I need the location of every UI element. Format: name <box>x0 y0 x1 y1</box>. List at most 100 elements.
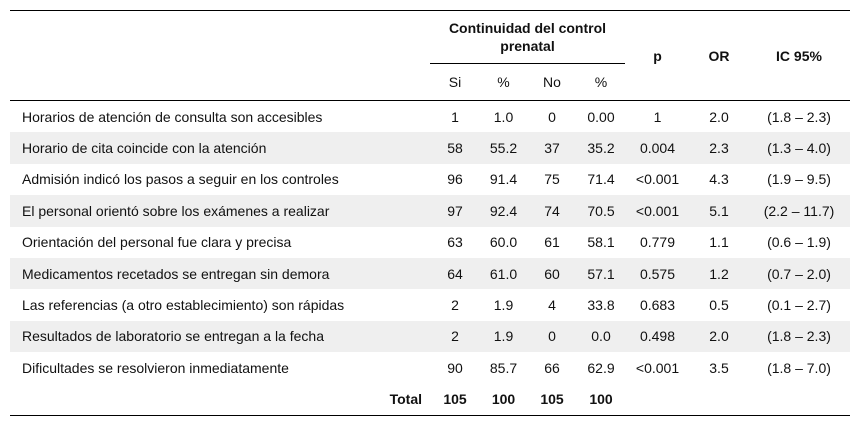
cell: 2.3 <box>709 140 729 157</box>
cell: 66 <box>544 359 560 376</box>
column-header: % <box>497 74 510 90</box>
table-row: Orientación del personal fue clara y pre… <box>10 227 850 258</box>
cell: 1.9 <box>493 297 514 314</box>
table-row: Horarios de atención de consulta son acc… <box>10 101 850 133</box>
cell: 2.0 <box>709 328 729 345</box>
row-label: Orientación del personal fue clara y pre… <box>22 234 292 251</box>
row-label: Horario de cita coincide con la atención <box>22 140 267 157</box>
cell: (1.8 – 7.0) <box>767 359 831 376</box>
subheader-row: Si% No% <box>10 64 850 101</box>
cell: 60 <box>544 265 560 282</box>
cell: 35.2 <box>587 140 615 157</box>
table-row: Admisión indicó los pasos a seguir en lo… <box>10 164 850 195</box>
column-header: % <box>594 74 608 90</box>
cell: 97 <box>447 202 463 219</box>
cell: 64 <box>447 265 463 282</box>
cell: (1.8 – 2.3) <box>767 108 831 125</box>
cell: 0.004 <box>639 140 676 157</box>
cell: 60.0 <box>489 234 518 251</box>
cell: 57.1 <box>587 265 615 282</box>
cell: 70.5 <box>587 202 615 219</box>
group-header-text: Continuidad del control prenatal <box>448 20 607 54</box>
row-label: El personal orientó sobre los exámenes a… <box>22 202 330 219</box>
cell: 5.1 <box>709 202 729 219</box>
cell: 1.2 <box>709 265 729 282</box>
empty-cell <box>625 384 690 416</box>
cell: 90 <box>447 359 463 376</box>
cell: 2.0 <box>709 108 729 125</box>
p-header: p <box>653 47 662 64</box>
cell: 1 <box>451 108 459 125</box>
row-label: Admisión indicó los pasos a seguir en lo… <box>22 171 339 188</box>
row-label: Dificultades se resolvieron inmediatamen… <box>22 359 289 376</box>
or-header: OR <box>708 47 730 64</box>
cell: <0.001 <box>635 202 680 219</box>
cell: 1.1 <box>709 234 729 251</box>
table-head: Continuidad del control prenatal p OR IC… <box>10 10 850 101</box>
data-table: Continuidad del control prenatal p OR IC… <box>10 10 850 416</box>
row-label: Las referencias (a otro establecimiento)… <box>22 297 345 314</box>
corner-cell <box>10 11 430 101</box>
cell: 0.5 <box>709 297 729 314</box>
column-header: Si <box>448 74 462 90</box>
cell: 1.0 <box>493 108 514 125</box>
row-label: Resultados de laboratorio se entregan a … <box>22 328 324 345</box>
cell: (2.2 – 11.7) <box>763 202 835 219</box>
cell: 61 <box>544 234 560 251</box>
total-row: Total 105 100 105 100 <box>10 384 850 416</box>
group-header: Continuidad del control prenatal <box>430 10 625 64</box>
cell: 75 <box>544 171 560 188</box>
cell: 1.9 <box>493 328 514 345</box>
cell: 74 <box>544 202 560 219</box>
table-row: Dificultades se resolvieron inmediatamen… <box>10 352 850 383</box>
row-label: Medicamentos recetados se entregan sin d… <box>22 265 330 282</box>
cell: (1.9 – 9.5) <box>767 171 831 188</box>
cell: 92.4 <box>489 202 518 219</box>
cell: (0.6 – 1.9) <box>767 234 831 251</box>
total-cell: 100 <box>589 391 613 408</box>
table-row: Medicamentos recetados se entregan sin d… <box>10 257 850 290</box>
cell: (0.7 – 2.0) <box>767 265 831 282</box>
column-header: No <box>543 74 561 90</box>
total-cell: 100 <box>491 391 516 408</box>
cell: 0.575 <box>639 265 676 282</box>
table-row: Horario de cita coincide con la atención… <box>10 132 850 164</box>
cell: 0.0 <box>591 328 611 345</box>
cell: (1.3 – 4.0) <box>767 140 831 157</box>
table-row: Las referencias (a otro establecimiento)… <box>10 289 850 320</box>
cell: 0.779 <box>639 234 676 251</box>
cell: 0 <box>548 108 556 125</box>
total-cell: 105 <box>443 391 467 408</box>
cell: 91.4 <box>489 171 518 188</box>
table-body: Horarios de atención de consulta son acc… <box>10 101 850 416</box>
cell: 58 <box>447 140 463 157</box>
cell: 71.4 <box>587 171 615 188</box>
cell: 3.5 <box>709 359 729 376</box>
table-row: El personal orientó sobre los exámenes a… <box>10 195 850 227</box>
cell: 96 <box>447 171 463 188</box>
cell: 85.7 <box>489 359 518 376</box>
cell: 0 <box>548 328 556 345</box>
table-row: Resultados de laboratorio se entregan a … <box>10 320 850 353</box>
cell: 58.1 <box>587 234 615 251</box>
cell: 63 <box>447 234 463 251</box>
cell: <0.001 <box>635 359 680 376</box>
row-label: Horarios de atención de consulta son acc… <box>22 108 323 125</box>
cell: 2 <box>451 297 459 314</box>
cell: 0.683 <box>639 297 676 314</box>
header-row: Continuidad del control prenatal p OR IC… <box>10 10 850 64</box>
cell: 0.498 <box>639 328 676 345</box>
cell: 4 <box>548 297 556 314</box>
cell: 62.9 <box>587 359 615 376</box>
cell: 1 <box>653 108 662 125</box>
cell: 61.0 <box>489 265 518 282</box>
cell: 37 <box>544 140 560 157</box>
cell: 33.8 <box>587 297 615 314</box>
cell: 0.00 <box>587 108 615 125</box>
cell: <0.001 <box>635 171 680 188</box>
cell: 4.3 <box>709 171 729 188</box>
cell: 55.2 <box>489 140 518 157</box>
empty-cell <box>748 384 850 416</box>
total-cell: 105 <box>540 391 564 408</box>
